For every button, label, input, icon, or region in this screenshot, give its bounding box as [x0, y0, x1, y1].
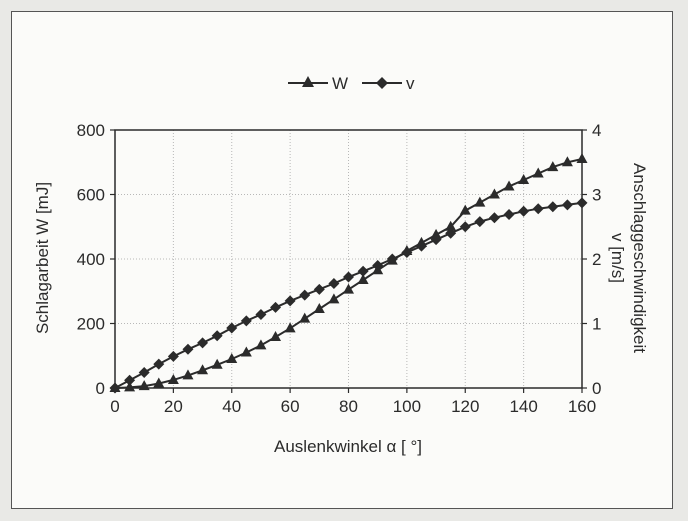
x-tick-label: 60	[281, 397, 300, 416]
point-marker-v	[182, 343, 194, 355]
point-marker-v	[270, 301, 282, 313]
point-marker-w	[474, 196, 486, 207]
y-right-tick-label: 1	[592, 315, 601, 334]
point-marker-w	[153, 377, 165, 388]
point-marker-v	[138, 367, 150, 379]
x-tick-label: 140	[509, 397, 537, 416]
x-tick-label: 0	[110, 397, 119, 416]
point-marker-w	[270, 331, 282, 342]
grid-lines	[115, 130, 582, 388]
y-axis-title-right-line2: v [m/s]	[608, 233, 627, 283]
x-tick-label: 80	[339, 397, 358, 416]
point-marker-w	[561, 156, 573, 167]
y-left-tick-label: 0	[96, 379, 105, 398]
point-marker-v	[547, 201, 559, 213]
point-marker-w	[138, 380, 150, 391]
chart-svg: 0 20 40 60 80 100 120 140 160020040060080001234 …	[33, 74, 649, 456]
point-marker-w	[547, 161, 559, 172]
point-marker-v	[153, 358, 165, 370]
point-marker-v	[372, 259, 384, 271]
point-marker-v	[576, 197, 588, 209]
point-marker-v	[518, 205, 530, 217]
point-marker-w	[255, 339, 267, 350]
point-marker-w	[343, 283, 354, 294]
point-marker-v	[561, 199, 573, 211]
y-right-tick-label: 3	[592, 186, 601, 205]
point-marker-v	[430, 234, 442, 246]
point-marker-v	[313, 283, 325, 295]
point-marker-v	[488, 212, 500, 224]
point-marker-v	[459, 221, 471, 233]
point-marker-w	[182, 369, 194, 380]
x-tick-label: 160	[568, 397, 596, 416]
point-marker-v	[503, 208, 515, 220]
point-marker-v	[124, 374, 136, 386]
point-marker-w	[299, 312, 311, 323]
point-marker-v	[109, 382, 121, 394]
point-marker-v	[343, 271, 354, 283]
point-marker-v	[167, 350, 179, 362]
y-axis-title-right-line1: Anschlaggeschwindigkeit	[630, 163, 649, 353]
legend-label-w: W	[332, 74, 348, 93]
legend: W v	[288, 74, 415, 93]
point-marker-v	[386, 253, 398, 265]
point-marker-w	[503, 180, 515, 191]
point-marker-v	[255, 308, 267, 320]
point-marker-v	[211, 330, 223, 342]
axes	[110, 129, 587, 393]
point-marker-w	[576, 153, 588, 164]
x-axis-title: Auslenkwinkel α [ °]	[274, 437, 422, 456]
point-marker-w	[211, 358, 223, 369]
y-right-tick-label: 4	[592, 121, 601, 140]
x-tick-label: 20	[164, 397, 183, 416]
point-marker-w	[167, 373, 179, 384]
point-marker-w	[459, 204, 471, 215]
point-marker-w	[284, 322, 296, 333]
point-marker-v	[240, 315, 252, 327]
y-right-tick-label: 0	[592, 379, 601, 398]
point-marker-w	[226, 352, 238, 363]
point-marker-v	[357, 265, 369, 277]
series-group	[109, 153, 588, 394]
x-tick-label: 120	[451, 397, 479, 416]
chart-frame: 0 20 40 60 80 100 120 140 160 0 200 400 600 800 0 1 2 3 4 …	[11, 11, 673, 509]
point-marker-v	[197, 337, 209, 349]
point-marker-v	[226, 322, 238, 334]
point-marker-v	[328, 278, 340, 290]
point-marker-w	[430, 228, 442, 239]
point-marker-v	[284, 295, 296, 307]
y-left-tick-label: 800	[77, 121, 105, 140]
y-left-tick-label: 200	[77, 315, 105, 334]
point-marker-w	[240, 346, 252, 357]
x-tick-label: 40	[222, 397, 241, 416]
point-marker-w	[313, 302, 325, 313]
point-marker-w	[518, 173, 530, 184]
point-marker-v	[532, 203, 544, 215]
x-tick-label: 100	[393, 397, 421, 416]
point-marker-w	[197, 364, 209, 375]
point-marker-w	[532, 167, 544, 178]
legend-marker-v	[376, 77, 388, 89]
point-marker-w	[445, 220, 457, 231]
point-marker-w	[357, 273, 369, 284]
point-marker-w	[328, 293, 340, 304]
y-left-tick-label: 600	[77, 186, 105, 205]
point-marker-v	[401, 247, 413, 259]
legend-label-v: v	[406, 74, 415, 93]
y-axis-title-left: Schlagarbeit W [mJ]	[33, 182, 52, 334]
legend-marker-w	[302, 76, 314, 87]
point-marker-w	[124, 381, 136, 392]
y-right-tick-label: 2	[592, 250, 601, 269]
point-marker-v	[474, 216, 486, 228]
y-left-tick-label: 400	[77, 250, 105, 269]
point-marker-v	[299, 289, 311, 301]
point-marker-w	[488, 188, 500, 199]
point-marker-v	[415, 240, 427, 252]
point-marker-v	[445, 227, 457, 239]
